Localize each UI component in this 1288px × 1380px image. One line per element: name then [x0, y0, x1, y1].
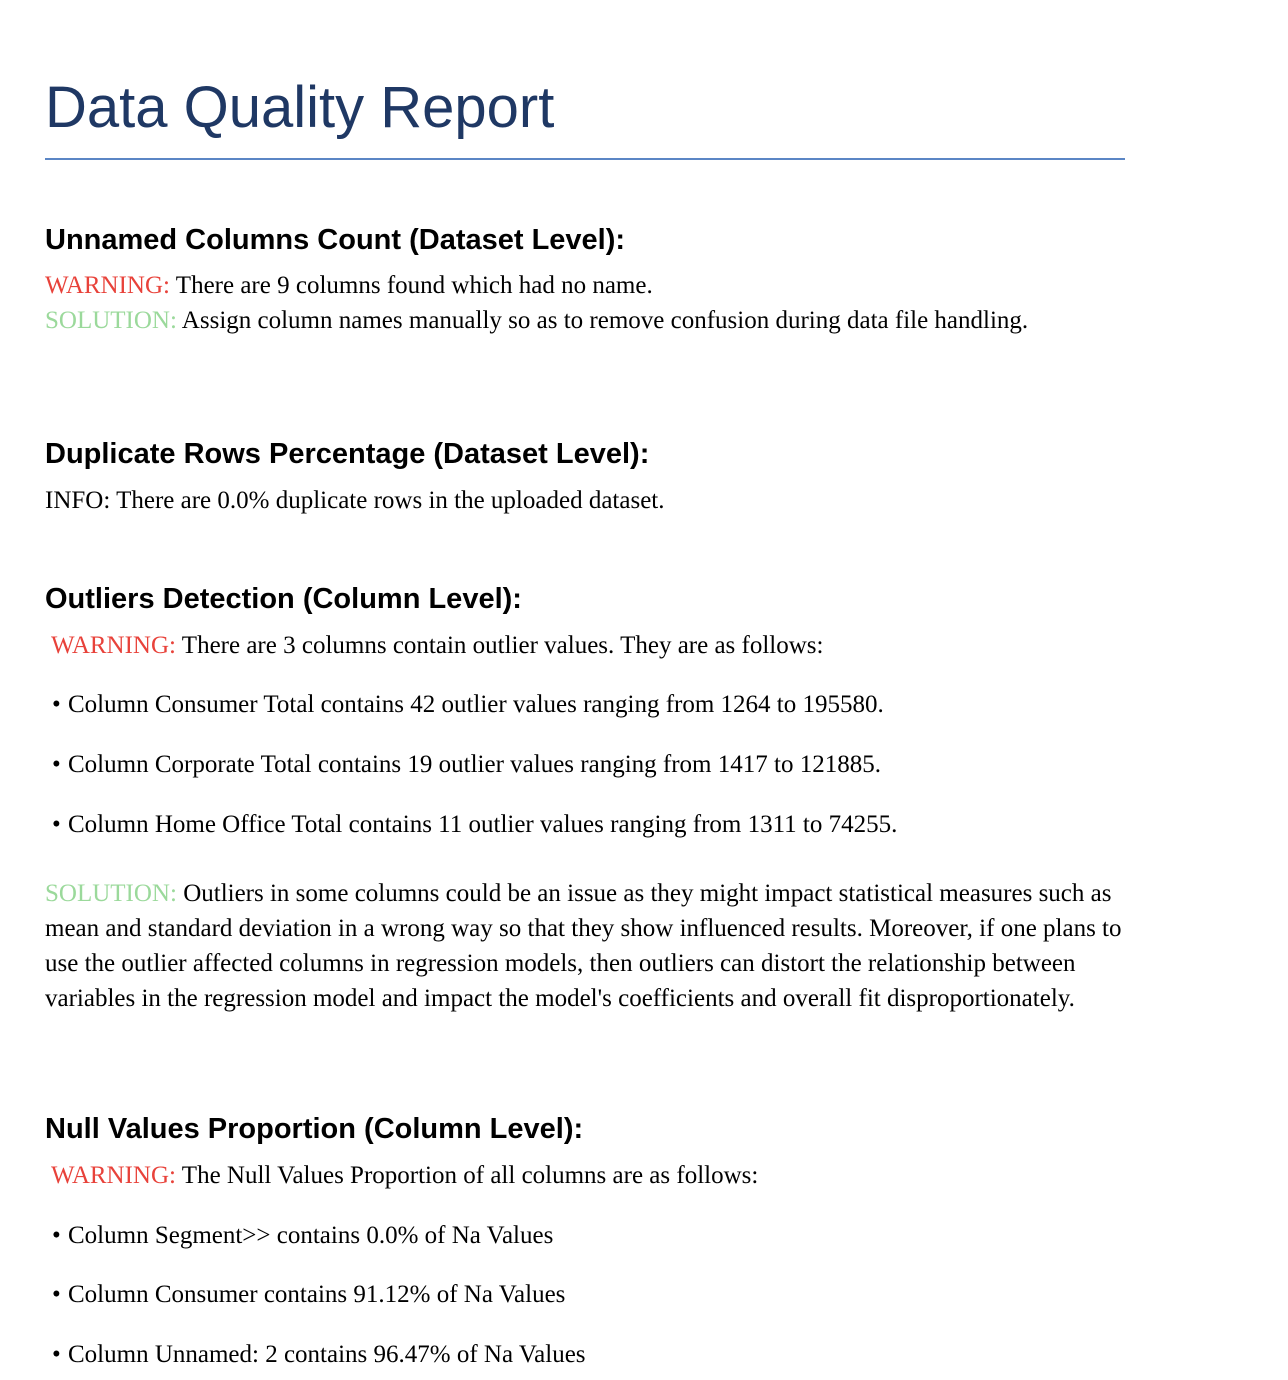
- bullet-icon: •: [52, 691, 61, 718]
- bullet-icon: •: [52, 811, 61, 838]
- section-heading: Outliers Detection (Column Level):: [45, 583, 522, 615]
- section-heading: Null Values Proportion (Column Level):: [45, 1113, 584, 1145]
- solution-text: Outliers in some columns could be an iss…: [45, 880, 1122, 1012]
- outlier-list: • Column Consumer Total contains 42 outli…: [45, 687, 1125, 842]
- list-item: • Column Unnamed: 2 contains 96.47% of Na…: [45, 1337, 1125, 1372]
- solution-label: SOLUTION:: [45, 880, 177, 907]
- warning-text: There are 3 columns contain outlier valu…: [176, 632, 824, 659]
- solution-paragraph: SOLUTION: Assign column names manually s…: [45, 303, 1125, 338]
- list-item: • Column Segment>> contains 0.0% of Na Va…: [45, 1218, 1125, 1253]
- info-paragraph: INFO: There are 0.0% duplicate rows in t…: [45, 487, 665, 514]
- warning-label: WARNING:: [45, 272, 170, 299]
- bullet-icon: •: [52, 1281, 61, 1308]
- solution-text: Assign column names manually so as to re…: [176, 307, 1029, 334]
- list-item: • Column Home Office Total contains 11 ou…: [45, 807, 1125, 842]
- warning-text: There are 9 columns found which had no n…: [170, 272, 653, 299]
- warning-label: WARNING:: [51, 632, 176, 659]
- list-item-text: Column Corporate Total contains 19 outli…: [68, 751, 881, 778]
- null-values-list: • Column Segment>> contains 0.0% of Na Va…: [45, 1218, 1125, 1372]
- list-item: • Column Consumer Total contains 42 outli…: [45, 687, 1125, 722]
- list-item: • Column Consumer contains 91.12% of Na V…: [45, 1277, 1125, 1312]
- page-title: Data Quality Report: [45, 75, 555, 140]
- section-heading: Duplicate Rows Percentage (Dataset Level…: [45, 438, 650, 470]
- bullet-icon: •: [52, 751, 61, 778]
- warning-paragraph: WARNING: The Null Values Proportion of a…: [45, 1158, 1125, 1193]
- solution-paragraph: SOLUTION: Outliers in some columns could…: [45, 876, 1125, 1016]
- list-item-text: Column Unnamed: 2 contains 96.47% of Na …: [68, 1341, 586, 1368]
- solution-label: SOLUTION:: [45, 307, 177, 334]
- section-null-values: Null Values Proportion (Column Level): W…: [45, 1111, 1125, 1372]
- list-item-text: Column Consumer contains 91.12% of Na Va…: [68, 1281, 566, 1308]
- list-item-text: Column Home Office Total contains 11 out…: [68, 811, 898, 838]
- bullet-icon: •: [52, 1222, 61, 1249]
- warning-paragraph: WARNING: There are 9 columns found which…: [45, 268, 1125, 303]
- section-duplicate-rows: Duplicate Rows Percentage (Dataset Level…: [45, 436, 1125, 518]
- warning-label: WARNING:: [51, 1162, 176, 1189]
- warning-text: The Null Values Proportion of all column…: [176, 1162, 759, 1189]
- title-divider: [45, 158, 1125, 160]
- warning-paragraph: WARNING: There are 3 columns contain out…: [45, 628, 1125, 663]
- section-unnamed-columns: Unnamed Columns Count (Dataset Level): W…: [45, 222, 1125, 338]
- section-outliers: Outliers Detection (Column Level): WARNI…: [45, 581, 1125, 1016]
- list-item-text: Column Consumer Total contains 42 outlie…: [68, 691, 884, 718]
- list-item: • Column Corporate Total contains 19 outl…: [45, 747, 1125, 782]
- section-heading: Unnamed Columns Count (Dataset Level):: [45, 224, 626, 256]
- list-item-text: Column Segment>> contains 0.0% of Na Val…: [68, 1222, 554, 1249]
- bullet-icon: •: [52, 1341, 61, 1368]
